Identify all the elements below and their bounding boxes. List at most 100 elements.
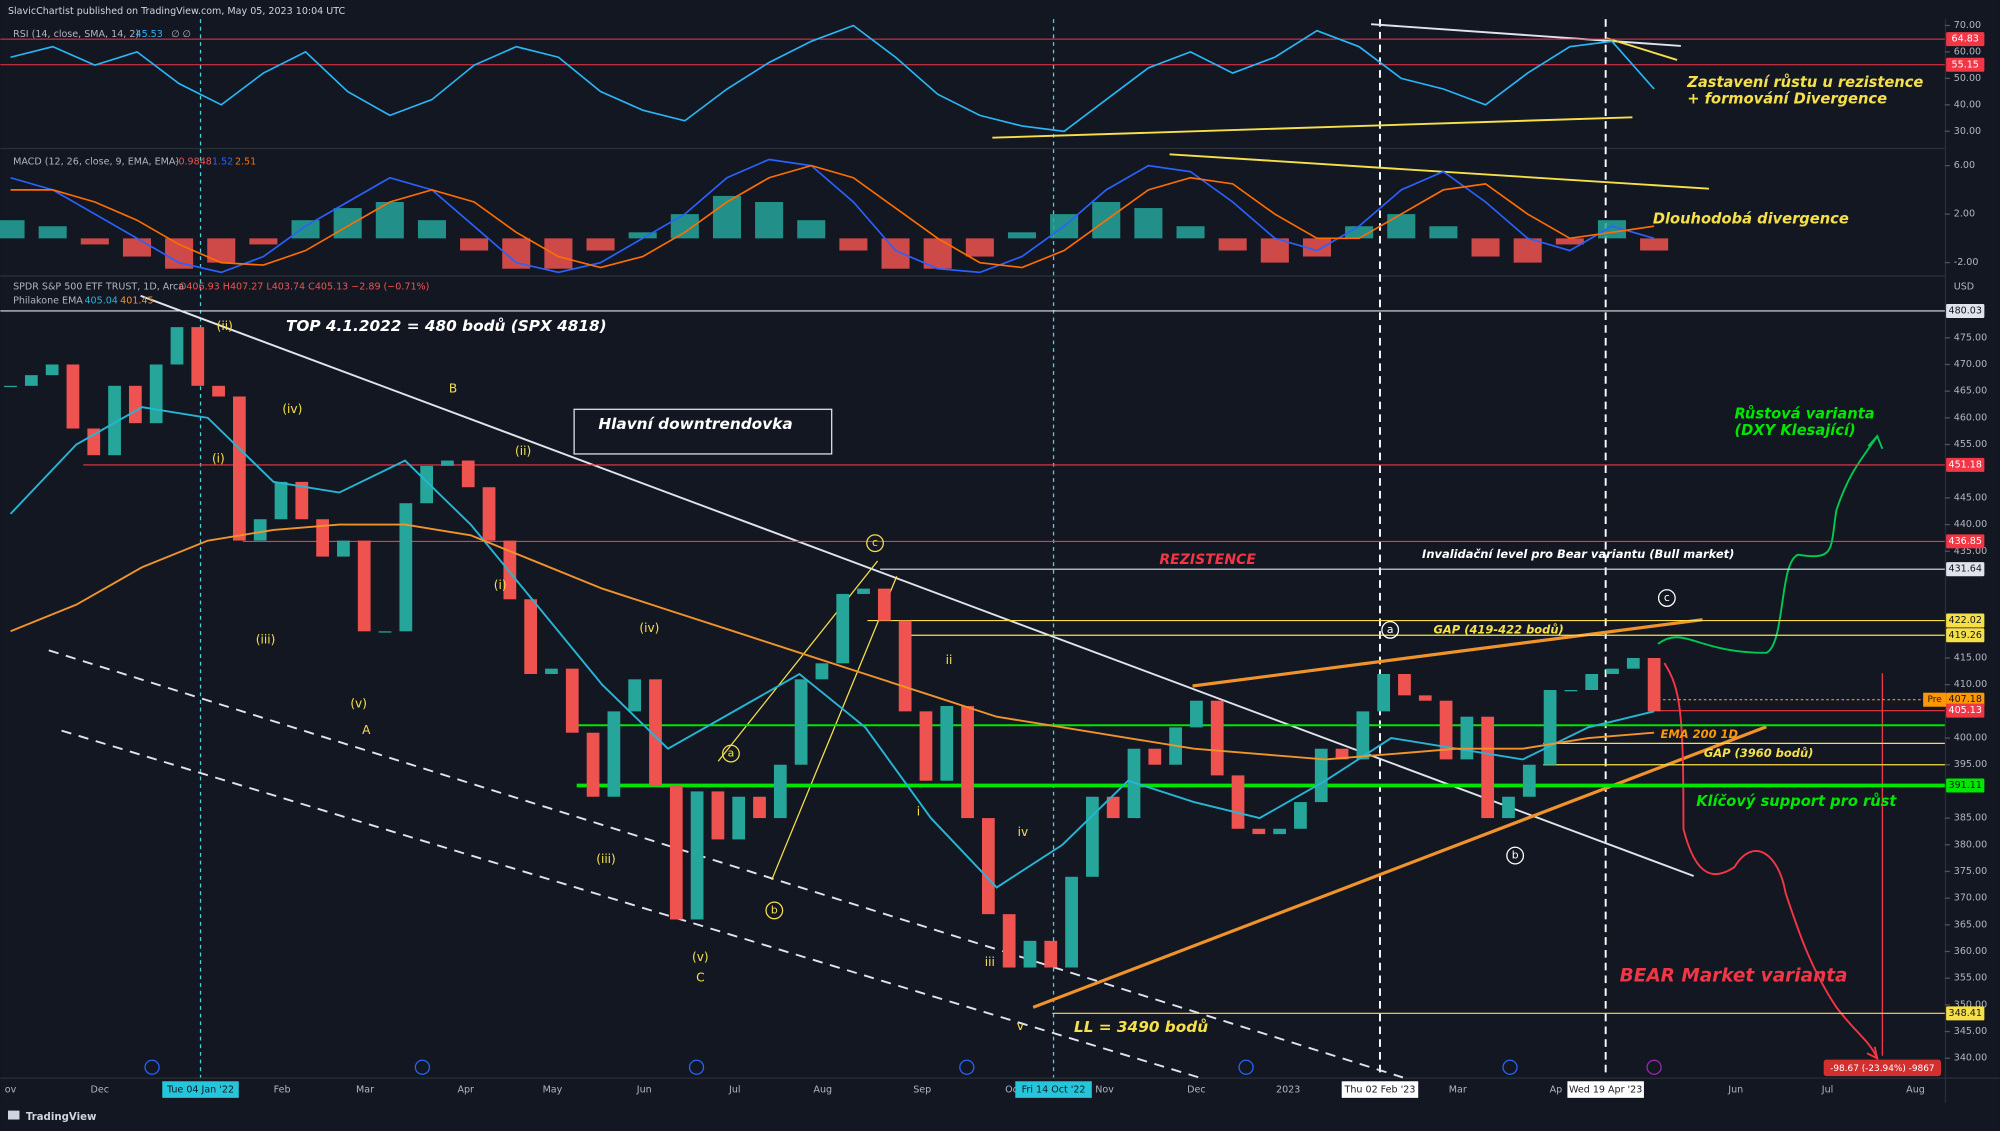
- candle: [420, 465, 434, 504]
- rsi-line: [10, 24, 1655, 133]
- x-tick-label: Feb: [274, 1085, 291, 1096]
- price-badge-label: 64.83: [1952, 34, 1979, 45]
- y-tick-label: 385.00: [1954, 813, 1987, 824]
- histogram-bar: [1176, 226, 1205, 239]
- candle: [1377, 674, 1391, 712]
- candle: [815, 663, 829, 680]
- x-tick-label: Jun: [636, 1085, 652, 1096]
- candle: [233, 396, 246, 541]
- candle: [1564, 690, 1578, 692]
- price-badge-label: 451.18: [1949, 459, 1982, 470]
- macd-line: [10, 158, 1655, 274]
- x-tick-label: Mar: [1449, 1085, 1467, 1096]
- histogram-bar: [80, 238, 109, 245]
- annotation-box: [573, 408, 833, 455]
- candle: [357, 540, 371, 632]
- wave-label: i: [917, 805, 920, 819]
- x-tick-label: Oc: [1005, 1085, 1018, 1096]
- histogram-bar: [1218, 238, 1247, 251]
- dividend-marker: [144, 1059, 160, 1075]
- histogram-bar: [586, 238, 615, 251]
- candle: [711, 791, 725, 840]
- histogram-bar: [544, 238, 573, 269]
- histogram-bar: [839, 238, 868, 251]
- candle: [1460, 716, 1474, 760]
- candle: [981, 818, 995, 915]
- candle: [732, 796, 746, 840]
- legend-text: 1.52: [212, 156, 233, 167]
- y-tick-label: 50.00: [1954, 73, 1981, 84]
- divergence-line: [1370, 23, 1681, 47]
- histogram-bar: [1302, 238, 1331, 257]
- wave-label: b: [1512, 849, 1519, 862]
- histogram-bar: [1513, 238, 1542, 263]
- wave-line: [771, 576, 898, 881]
- annotation: EMA 200 1D: [1660, 727, 1738, 741]
- ema-legend-value: 405.04: [84, 295, 117, 306]
- candle: [1647, 657, 1661, 712]
- candle: [586, 732, 600, 797]
- candle: [191, 327, 205, 386]
- candle: [4, 385, 17, 388]
- candle: [753, 796, 766, 819]
- candle: [482, 487, 496, 541]
- date-badge: [162, 1081, 239, 1098]
- wave-label: a: [1387, 623, 1394, 636]
- ema-legend: Philakone EMA: [13, 295, 83, 306]
- histogram-bar: [1555, 238, 1584, 245]
- candle: [961, 706, 974, 819]
- candle: [24, 375, 38, 386]
- histogram-bar: [0, 220, 25, 239]
- divergence-line: [992, 116, 1633, 139]
- legend-text: 2.51: [235, 156, 256, 167]
- price-badge: [1946, 457, 1985, 472]
- histogram-bar: [1134, 208, 1163, 239]
- price-badge: [1946, 613, 1985, 628]
- y-tick-label: 435.00: [1954, 546, 1987, 557]
- histogram-bar: [1429, 226, 1458, 239]
- candle: [378, 631, 392, 633]
- date-badge: [1015, 1081, 1092, 1098]
- candle: [66, 364, 80, 429]
- candle: [898, 620, 912, 712]
- annotation: BEAR Market varianta: [1620, 966, 1848, 987]
- candle: [212, 385, 225, 397]
- x-tick-label: Aug: [1906, 1085, 1925, 1096]
- candle: [773, 764, 787, 819]
- y-tick-label: 2.00: [1954, 209, 1975, 220]
- arrow-head: [1867, 434, 1884, 450]
- support-trendline: [1032, 725, 1767, 1009]
- split-marker: [1646, 1059, 1662, 1075]
- wave-label: iii: [985, 955, 995, 969]
- candle: [607, 711, 621, 797]
- wave-circle: [1381, 620, 1400, 639]
- x-tick-label: Jul: [728, 1085, 741, 1096]
- histogram-bar: [965, 238, 994, 257]
- candle: [128, 385, 142, 424]
- y-tick-label: 340.00: [1954, 1053, 1987, 1064]
- candle: [1106, 796, 1120, 819]
- macd-line: [10, 164, 1655, 269]
- dividend-marker: [414, 1059, 431, 1075]
- y-tick-label: 460.00: [1954, 412, 1987, 423]
- y-tick-label: 440.00: [1954, 519, 1987, 530]
- y-tick-label: 345.00: [1954, 1026, 1987, 1037]
- bull-scenario-arrow: [1657, 435, 1879, 654]
- annotation: Dlouhodobá divergence: [1653, 210, 1849, 227]
- price-badge: [1946, 692, 1985, 707]
- ema-line: [9, 406, 1655, 889]
- x-tick-label: Dec: [1187, 1085, 1205, 1096]
- annotation: (DXY Klesající): [1734, 422, 1855, 439]
- candle: [1294, 802, 1307, 829]
- wave-label: b: [771, 903, 778, 916]
- wave-label: (ii): [217, 319, 233, 333]
- candle: [1314, 748, 1328, 803]
- wave-circle: [866, 534, 884, 553]
- legend-text: ∅ ∅: [171, 29, 191, 40]
- annotation: REZISTENCE: [1159, 552, 1256, 568]
- resistance-trendline: [1192, 618, 1703, 688]
- candle: [149, 364, 163, 424]
- histogram-bar: [417, 220, 446, 239]
